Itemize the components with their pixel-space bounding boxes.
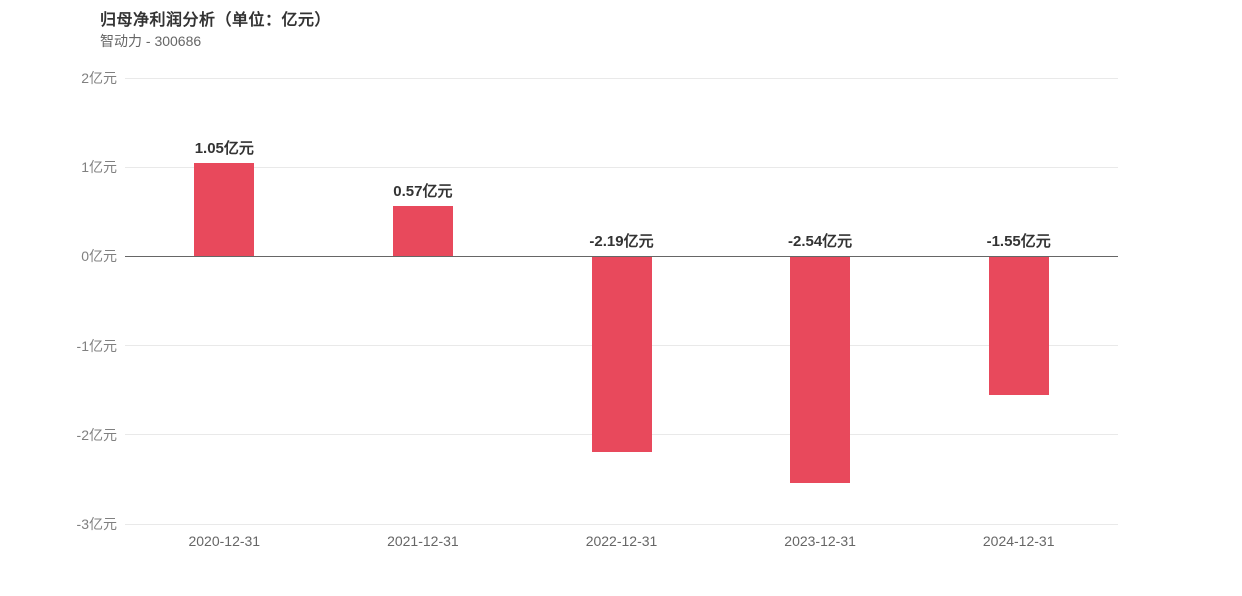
y-axis-tick-label: -3亿元 (76, 516, 117, 532)
bar-value-label: -2.19亿元 (589, 233, 654, 251)
x-axis-tick-label: 2021-12-31 (387, 533, 459, 549)
x-axis-tick-label: 2024-12-31 (982, 533, 1055, 549)
y-axis-tick-label: 1亿元 (81, 159, 117, 176)
y-axis-tick-label: -2亿元 (76, 426, 117, 443)
bar-value-label: 1.05亿元 (194, 139, 254, 157)
gridline (125, 77, 1118, 79)
x-axis-tick-label: 2020-12-31 (188, 533, 261, 549)
gridline (125, 523, 1118, 525)
y-axis-tick-label: -1亿元 (76, 337, 117, 354)
bar[interactable] (194, 162, 255, 257)
bar[interactable] (392, 205, 453, 257)
y-axis-tick-label: 0亿元 (81, 248, 117, 265)
zero-axis-line (125, 255, 1118, 257)
bar-value-label: -1.55亿元 (986, 233, 1051, 251)
bar[interactable] (790, 256, 851, 484)
x-axis-tick-label: 2022-12-31 (585, 533, 658, 549)
chart-subtitle: 智动力 - 300686 (100, 33, 202, 49)
gridline (125, 166, 1118, 168)
chart-title: 归母净利润分析（单位：亿元） (100, 12, 332, 29)
bar-value-label: 0.57亿元 (393, 182, 453, 200)
bar-value-label: -2.54亿元 (787, 233, 853, 251)
bar[interactable] (988, 256, 1049, 396)
bar[interactable] (591, 256, 652, 453)
y-axis-tick-label: 2亿元 (81, 70, 117, 86)
x-axis-tick-label: 2023-12-31 (784, 533, 856, 549)
